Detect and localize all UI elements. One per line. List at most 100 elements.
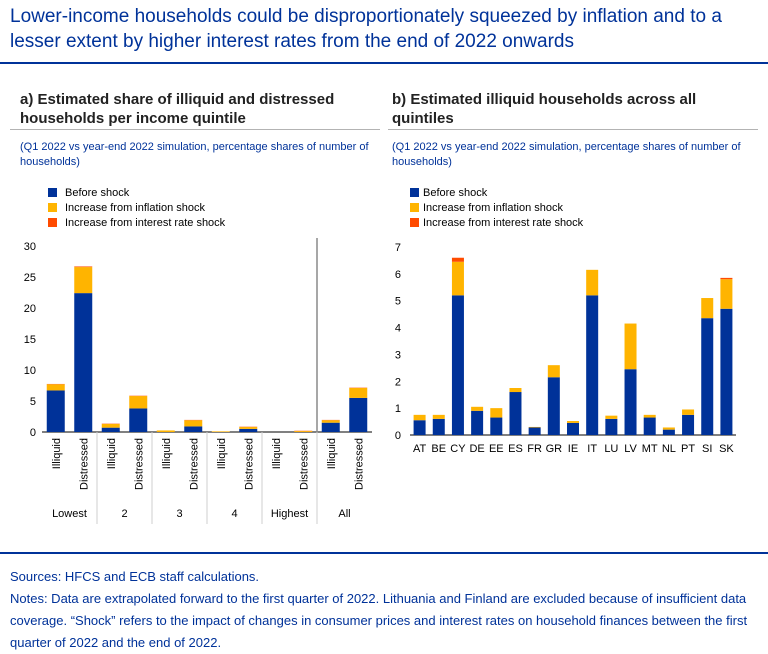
bar-segment-before <box>432 418 445 435</box>
legend-label-inflation: Increase from inflation shock <box>423 201 564 214</box>
x-tick-label: Distressed <box>188 438 200 490</box>
bar-segment-before <box>643 417 656 435</box>
bar-segment-before <box>129 408 148 432</box>
bar-segment-before <box>605 418 618 435</box>
bar-segment-before <box>624 369 637 435</box>
x-tick-label: Distressed <box>243 438 255 490</box>
bar-segment-inflation <box>156 430 175 432</box>
bar-segment-inflation <box>509 388 522 393</box>
bar-segment-inflation <box>605 415 618 419</box>
bar-segment-inflation <box>720 279 733 309</box>
bar-segment-inflation <box>129 396 148 409</box>
x-tick-label: CY <box>450 443 466 455</box>
legend-swatch-inflation <box>48 203 57 212</box>
bar-segment-before <box>101 427 120 432</box>
chart-b: 0 1 2 3 4 5 6 7 AT BE CY DE EE ES FR GR IE IT LU LV MT NL PT SI… <box>395 242 736 455</box>
bar-segment-inflation <box>432 414 445 419</box>
y-tick-label: 7 <box>395 242 401 254</box>
bar-segment-inflation <box>586 269 599 296</box>
bar-segment-before <box>413 420 426 435</box>
bar-segment-before <box>471 410 484 435</box>
x-tick-label: EE <box>489 443 504 455</box>
bar-segment-inflation <box>662 427 675 430</box>
legend-label-inflation: Increase from inflation shock <box>65 201 206 214</box>
panel-a-title: a) Estimated share of illiquid and distr… <box>20 91 335 127</box>
panel-b-subtitle: (Q1 2022 vs year-end 2022 simulation, pe… <box>392 141 741 168</box>
notes-text: Notes: Data are extrapolated forward to … <box>10 591 748 650</box>
bar-segment-interest <box>720 277 733 280</box>
bar-segment-inflation <box>184 420 203 427</box>
bar-segment-before <box>586 295 599 435</box>
x-tick-label: ES <box>508 443 523 455</box>
bar-segment-before <box>682 414 695 435</box>
legend-item-inflation: Increase from inflation shock <box>410 200 583 215</box>
x-tick-label: LU <box>604 443 618 455</box>
legend-swatch-interest <box>410 218 419 227</box>
notes-rule <box>0 552 768 554</box>
x-tick-label: Illiquid <box>271 438 283 469</box>
group-label: Highest <box>271 508 308 520</box>
bar-segment-interest <box>74 266 93 268</box>
panel-a-legend: Before shock Increase from inflation sho… <box>48 185 225 230</box>
bar-segment-inflation <box>451 261 464 296</box>
legend-item-interest: Increase from interest rate shock <box>410 215 583 230</box>
x-tick-label: Distressed <box>353 438 365 490</box>
x-tick-label: Distressed <box>78 438 90 490</box>
y-tick-label: 0 <box>30 427 36 439</box>
group-label: 2 <box>121 508 127 520</box>
bar-segment-before <box>349 397 368 432</box>
bar-segment-before <box>528 427 541 435</box>
y-tick-label: 30 <box>24 241 36 253</box>
x-tick-label: Illiquid <box>51 438 63 469</box>
x-tick-label: GR <box>546 443 563 455</box>
bar-segment-before <box>321 422 340 432</box>
legend-label-before: Before shock <box>423 186 488 199</box>
x-tick-label: SI <box>702 443 712 455</box>
bar-segment-before <box>184 426 203 432</box>
legend-item-interest: Increase from interest rate shock <box>48 215 225 230</box>
y-tick-label: 2 <box>395 376 401 388</box>
y-tick-label: 0 <box>395 430 401 442</box>
bar-segment-inflation <box>701 298 714 319</box>
bar-segment-inflation <box>624 323 637 370</box>
y-tick-label: 1 <box>395 403 401 415</box>
bar-segment-before <box>662 429 675 435</box>
bar-segment-inflation <box>528 426 541 428</box>
bar-segment-inflation <box>239 427 258 429</box>
x-tick-label: IT <box>587 443 597 455</box>
legend-swatch-interest <box>48 218 57 227</box>
bar-segment-before <box>509 392 522 435</box>
bar-segment-inflation <box>643 414 656 418</box>
group-label: 3 <box>176 508 182 520</box>
bar-segment-inflation <box>567 421 579 423</box>
bar-segment-before <box>720 308 733 435</box>
bar-segment-inflation <box>46 384 65 391</box>
bar-segment-before <box>74 293 93 432</box>
y-tick-label: 4 <box>395 323 401 335</box>
x-tick-label: Illiquid <box>161 438 173 469</box>
bar-segment-before <box>451 295 464 435</box>
chart-a: 0 5 10 15 20 25 30 Illiquid Distressed Illiquid Di… <box>24 238 372 524</box>
legend-label-interest: Increase from interest rate shock <box>65 216 226 229</box>
bar-segment-inflation <box>471 406 484 411</box>
legend-swatch-inflation <box>410 203 419 212</box>
bar-segment-interest <box>451 257 464 262</box>
x-tick-label: Illiquid <box>326 438 338 469</box>
legend-swatch-before <box>48 188 57 197</box>
bar-segment-inflation <box>294 431 313 432</box>
bar-segment-inflation <box>547 365 560 378</box>
bar-segment-before <box>547 377 560 435</box>
legend-item-inflation: Increase from inflation shock <box>48 200 225 215</box>
bar-segment-inflation <box>211 431 230 432</box>
x-tick-label: MT <box>642 443 658 455</box>
x-tick-label: PT <box>681 443 695 455</box>
notes-block: Sources: HFCS and ECB staff calculations… <box>10 566 760 654</box>
x-tick-label: Distressed <box>298 438 310 490</box>
panel-a-rule <box>10 129 380 130</box>
bar-segment-inflation <box>321 420 340 423</box>
bar-segment-inflation <box>74 267 93 294</box>
x-tick-label: Illiquid <box>106 438 118 469</box>
y-tick-label: 5 <box>395 296 401 308</box>
bar-segment-before <box>701 318 714 435</box>
group-label: 4 <box>231 508 237 520</box>
